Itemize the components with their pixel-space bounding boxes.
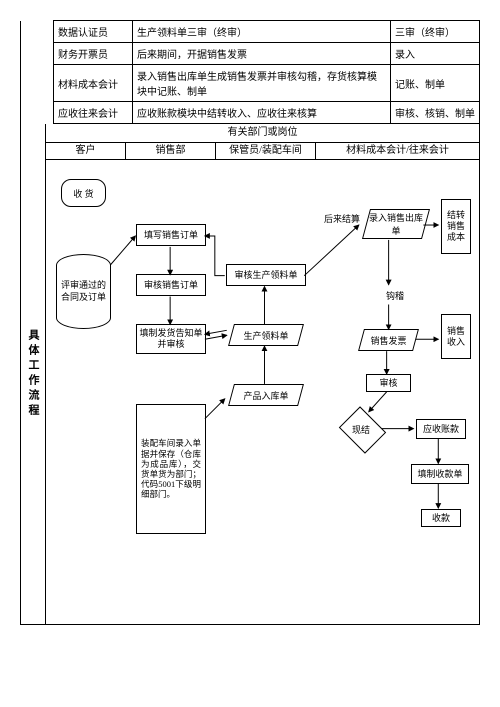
- node-ready: 现结: [336, 409, 386, 449]
- node-enter-outbound: 录入销售出库单: [366, 209, 426, 239]
- role-cell: 材料成本会计: [54, 65, 133, 102]
- node-receive: 收 货: [61, 179, 106, 207]
- desc-cell: 录入销售出库单生成销售发票并审核勾稽，存货核算模块中记账、制单: [133, 65, 391, 102]
- lane-accounting: 材料成本会计/往来会计: [316, 142, 479, 160]
- node-ar: 应收账款: [416, 419, 466, 439]
- node-inbound: 产品入库单: [231, 384, 301, 406]
- role-cell: 财务开票员: [54, 43, 133, 65]
- node-fill-order: 填写销售订单: [136, 224, 206, 246]
- node-collect: 收款: [421, 509, 461, 527]
- arrows: [46, 124, 479, 624]
- flowchart: 有关部门或岗位 客户 销售部 保管员/装配车间 材料成本会计/往来会计 收 货 …: [46, 124, 479, 624]
- desc-cell: 应收账款模块中结转收入、应收往来核算: [133, 102, 391, 124]
- node-contract: 评审通过的合同及订单: [56, 254, 111, 329]
- label-later-settle: 后来结算: [324, 212, 360, 225]
- act-cell: 记账、制单: [391, 65, 480, 102]
- label-gouji: 钩稽: [386, 289, 404, 302]
- node-carry-cost: 结转销售成本: [441, 199, 471, 254]
- desc-cell: 生产领料单三审（终审）: [133, 21, 391, 43]
- node-sales-income: 销售收入: [441, 314, 471, 359]
- node-material-list: 生产领料单: [231, 324, 301, 346]
- node-invoice: 销售发票: [361, 329, 416, 351]
- lane-sales: 销售部: [126, 142, 216, 160]
- role-table: 数据认证员 生产领料单三审（终审） 三审（终审） 财务开票员 后来期间，开据销售…: [20, 20, 480, 124]
- act-cell: 录入: [391, 43, 480, 65]
- node-review-order: 审核销售订单: [136, 274, 206, 296]
- node-review-material: 审核生产领料单: [226, 264, 306, 286]
- dept-header: 有关部门或岗位: [46, 124, 479, 143]
- role-cell: 数据认证员: [54, 21, 133, 43]
- lane-warehouse: 保管员/装配车间: [216, 142, 316, 160]
- desc-cell: 后来期间，开据销售发票: [133, 43, 391, 65]
- lane-customer: 客户: [46, 142, 126, 160]
- act-cell: 三审（终审）: [391, 21, 480, 43]
- role-cell: 应收往来会计: [54, 102, 133, 124]
- act-cell: 审核、核销、制单: [391, 102, 480, 124]
- node-workshop-note: 装配车间录入单据并保存（仓库为成品库），交货单货为部门；代码5001下级明细部门…: [136, 404, 206, 534]
- node-audit: 审核: [366, 374, 411, 392]
- section-title: 具体工作流程: [21, 124, 46, 624]
- node-fill-notice: 填制发货告知单并审核: [136, 324, 206, 354]
- node-fill-receipt: 填制收款单: [411, 464, 469, 484]
